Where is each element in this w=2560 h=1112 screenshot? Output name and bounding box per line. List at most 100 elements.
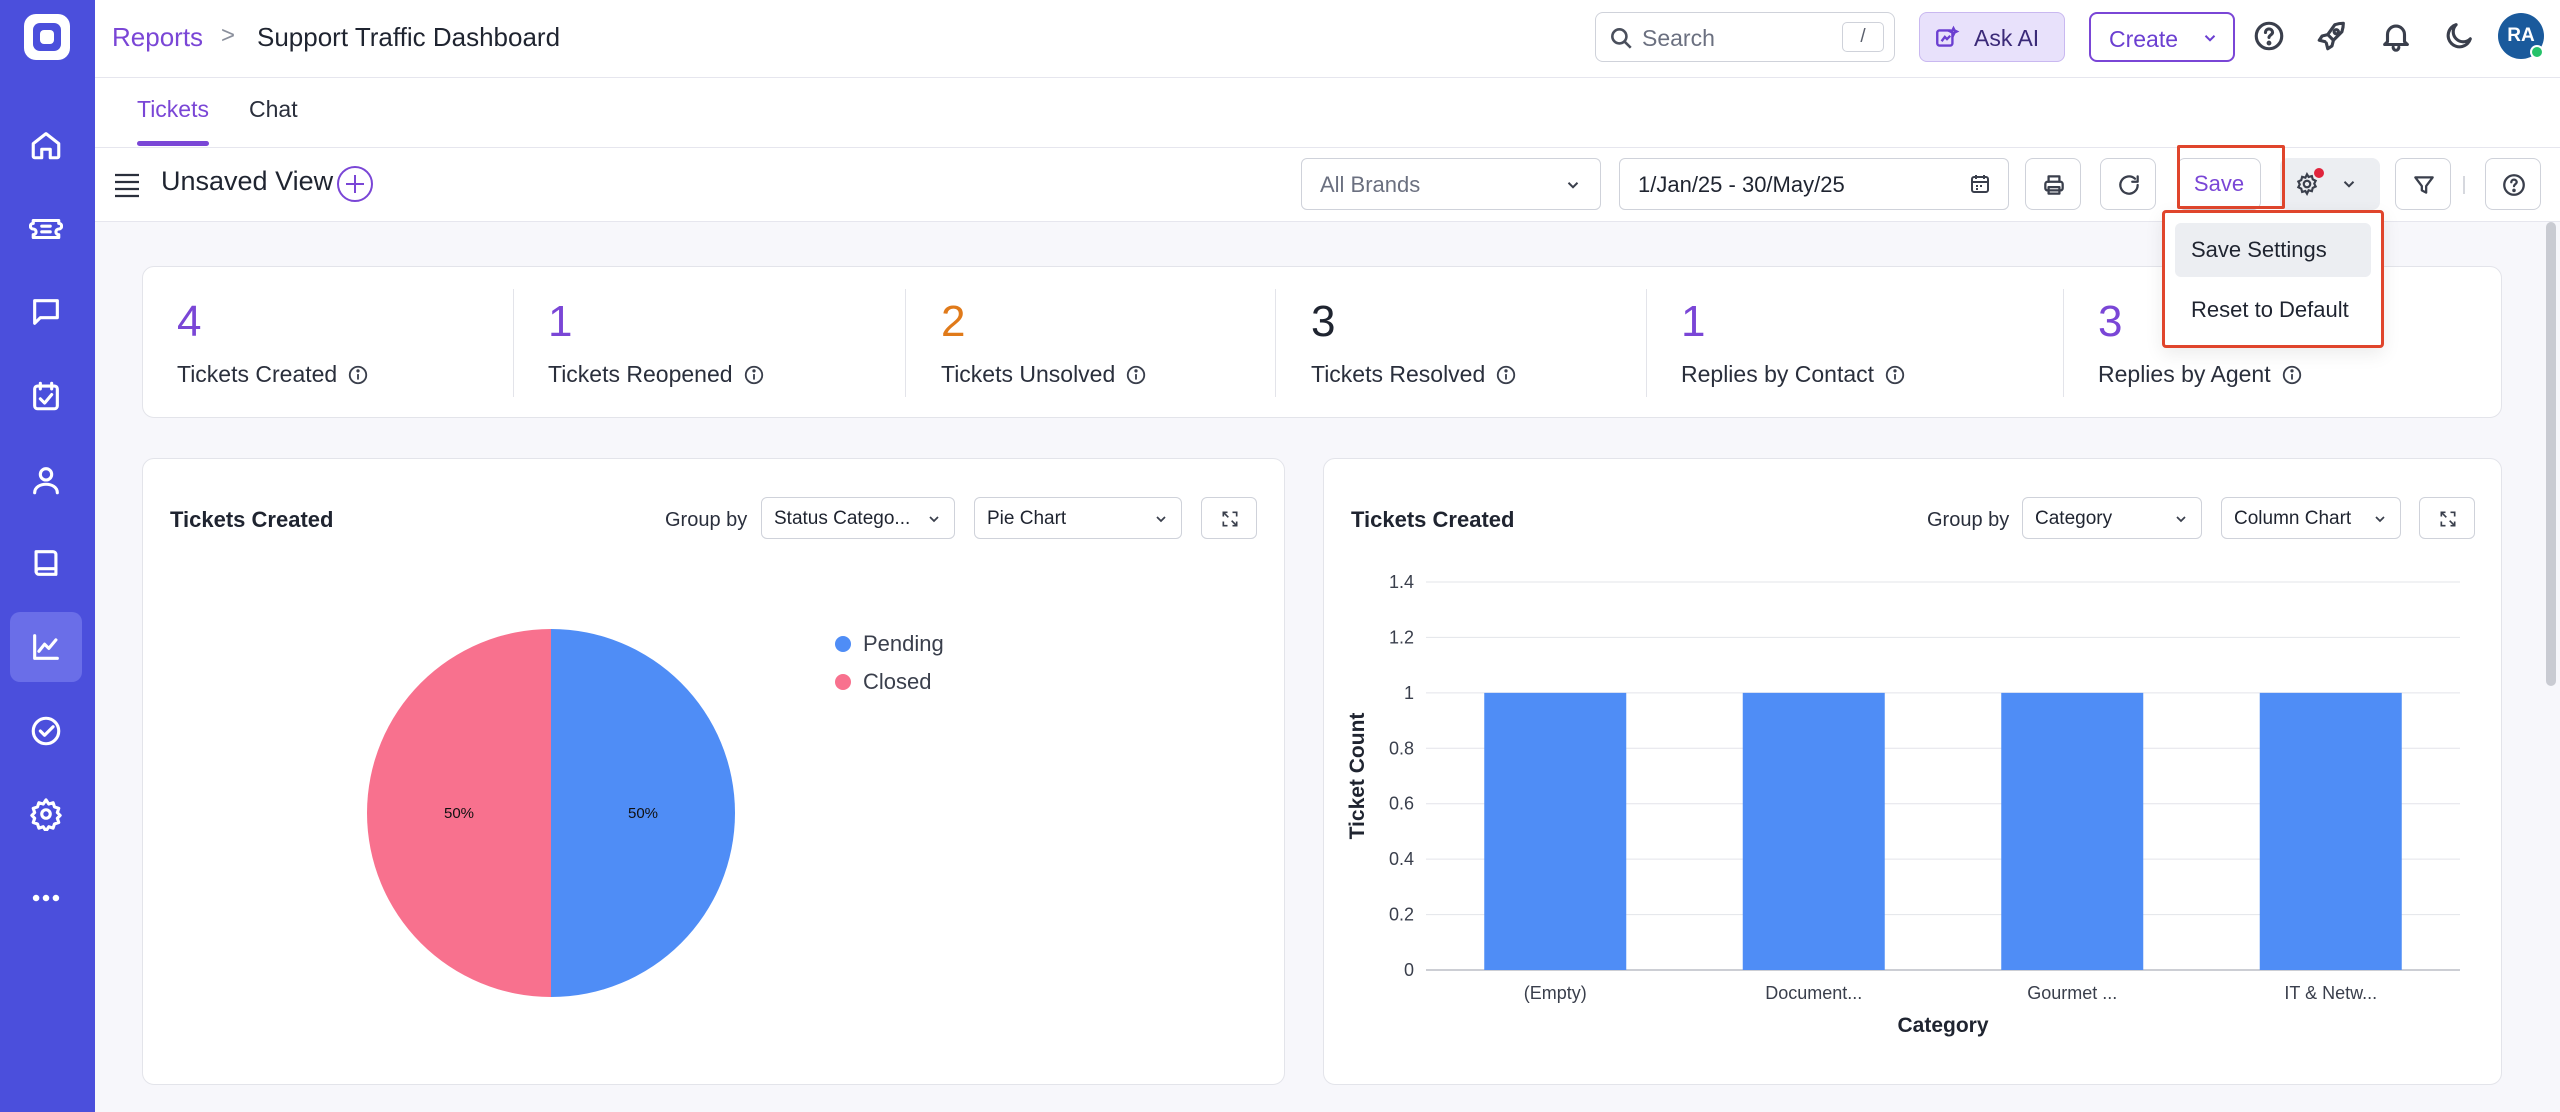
ask-ai-label: Ask AI: [1974, 25, 2040, 51]
kpi-divider: [2063, 289, 2064, 397]
kpi-tickets-created: 4 Tickets Created: [177, 297, 369, 388]
help-button[interactable]: [2485, 158, 2541, 210]
pie-slice-pending: [551, 629, 735, 997]
legend-label: Closed: [863, 669, 932, 694]
kpi-divider: [905, 289, 906, 397]
menu-item-save-settings[interactable]: Save Settings: [2175, 223, 2371, 277]
breadcrumb-reports[interactable]: Reports: [112, 22, 204, 52]
kpi-label: Tickets Reopened: [548, 361, 733, 387]
kpi-divider: [1275, 289, 1276, 397]
search-input[interactable]: Search /: [1595, 12, 1895, 62]
card-title: Tickets Created: [1351, 507, 1515, 532]
chart-type-value: Pie Chart: [987, 508, 1067, 529]
calendar-icon: [1971, 175, 1989, 193]
date-range-picker[interactable]: 1/Jan/25 - 30/May/25: [1619, 158, 2009, 210]
x-tick-label: Gourmet ...: [2027, 983, 2117, 1003]
save-button[interactable]: Save: [2177, 158, 2261, 210]
rocket-icon[interactable]: [2315, 19, 2349, 53]
brand-select-value: All Brands: [1320, 172, 1421, 197]
filter-icon: [2414, 176, 2434, 194]
chevron-down-icon: [2343, 181, 2355, 188]
search-placeholder: Search: [1642, 25, 1715, 51]
kpi-summary-card: 4 Tickets Created 1 Tickets Reopened 2 T…: [142, 266, 2502, 418]
column-chart-card: Tickets Created Group by Category Column…: [1323, 458, 2502, 1085]
print-button[interactable]: [2025, 158, 2081, 210]
pie-chart-card: Tickets Created Group by Status Catego..…: [142, 458, 1285, 1085]
group-by-value: Category: [2035, 508, 2113, 529]
chat-icon[interactable]: [10, 277, 82, 347]
kpi-tickets-unsolved: 2 Tickets Unsolved: [941, 297, 1147, 388]
legend-item-pending[interactable]: Pending: [835, 625, 944, 663]
bar: [2259, 692, 2402, 970]
y-tick-label: 1.2: [1389, 627, 1414, 647]
kpi-replies-by-agent: 3 Replies by Agent: [2098, 297, 2303, 388]
legend-swatch: [835, 636, 851, 652]
active-tab-indicator: [137, 141, 209, 146]
reports-icon[interactable]: [10, 612, 82, 682]
create-button[interactable]: Create: [2089, 12, 2235, 62]
toolbar-divider: [2463, 176, 2465, 194]
legend-item-closed[interactable]: Closed: [835, 663, 944, 701]
tab-chat[interactable]: Chat: [249, 96, 298, 122]
y-tick-label: 1.4: [1389, 572, 1414, 592]
notification-dot: [2314, 168, 2324, 178]
settings-menu-button[interactable]: [2280, 158, 2380, 210]
dark-mode-icon[interactable]: [2442, 19, 2476, 53]
contacts-icon[interactable]: [10, 445, 82, 515]
brand-select[interactable]: All Brands: [1301, 158, 1601, 210]
view-list-icon[interactable]: [113, 172, 141, 198]
info-icon[interactable]: [1125, 364, 1147, 386]
home-icon[interactable]: [10, 110, 82, 180]
x-tick-label: IT & Netw...: [2284, 983, 2377, 1003]
kpi-label: Replies by Contact: [1681, 361, 1875, 387]
filter-button[interactable]: [2395, 158, 2451, 210]
kpi-value: 1: [1681, 297, 1706, 346]
group-by-select[interactable]: Status Catego...: [761, 497, 955, 539]
expand-icon: [2440, 511, 2456, 527]
tasks-icon[interactable]: [10, 361, 82, 431]
more-icon[interactable]: [10, 863, 82, 933]
kpi-label: Tickets Resolved: [1311, 361, 1486, 387]
kpi-tickets-resolved: 3 Tickets Resolved: [1311, 297, 1517, 388]
ask-ai-button[interactable]: Ask AI: [1919, 12, 2065, 62]
knowledge-base-icon[interactable]: [10, 528, 82, 598]
group-by-value: Status Catego...: [774, 508, 911, 529]
expand-chart-button[interactable]: [1201, 497, 1257, 539]
add-view-button[interactable]: [337, 166, 373, 202]
kpi-tickets-reopened: 1 Tickets Reopened: [548, 297, 765, 388]
expand-chart-button[interactable]: [2419, 497, 2475, 539]
refresh-button[interactable]: [2100, 158, 2156, 210]
kpi-label: Tickets Created: [177, 361, 338, 387]
group-by-select[interactable]: Category: [2022, 497, 2202, 539]
chart-type-select[interactable]: Pie Chart: [974, 497, 1182, 539]
online-status-dot: [2530, 45, 2544, 59]
info-icon[interactable]: [1884, 364, 1906, 386]
column-chart: 0 0.2 0.4 0.6 0.8 1 1.2 1.4 (Empty) Document... Go…: [1346, 572, 2460, 1037]
chart-type-select[interactable]: Column Chart: [2221, 497, 2401, 539]
page-scrollbar[interactable]: [2546, 222, 2556, 686]
approvals-icon[interactable]: [10, 696, 82, 766]
help-icon: [2503, 174, 2525, 196]
search-icon: [1611, 28, 1632, 49]
chevron-down-icon: [1156, 516, 1166, 523]
kpi-divider: [513, 289, 514, 397]
info-icon[interactable]: [1495, 364, 1517, 386]
refresh-icon: [2119, 175, 2139, 195]
ticket-icon[interactable]: [10, 194, 82, 264]
info-icon[interactable]: [743, 364, 765, 386]
info-icon[interactable]: [2281, 364, 2303, 386]
view-toolbar: Unsaved View All Brands 1/Jan/25 - 30/Ma…: [95, 148, 2560, 222]
help-icon[interactable]: [2252, 19, 2286, 53]
y-tick-label: 0.2: [1389, 905, 1414, 925]
chart-type-value: Column Chart: [2234, 508, 2352, 529]
settings-icon[interactable]: [10, 779, 82, 849]
card-title: Tickets Created: [170, 507, 334, 532]
bell-icon[interactable]: [2379, 19, 2413, 53]
menu-item-reset-to-default[interactable]: Reset to Default: [2191, 297, 2349, 322]
pie-slice-label: 50%: [444, 805, 474, 822]
app-logo[interactable]: [24, 14, 70, 60]
info-icon[interactable]: [347, 364, 369, 386]
kpi-label: Tickets Unsolved: [941, 361, 1116, 387]
tab-tickets[interactable]: Tickets: [137, 96, 209, 122]
y-tick-label: 0.6: [1389, 794, 1414, 814]
